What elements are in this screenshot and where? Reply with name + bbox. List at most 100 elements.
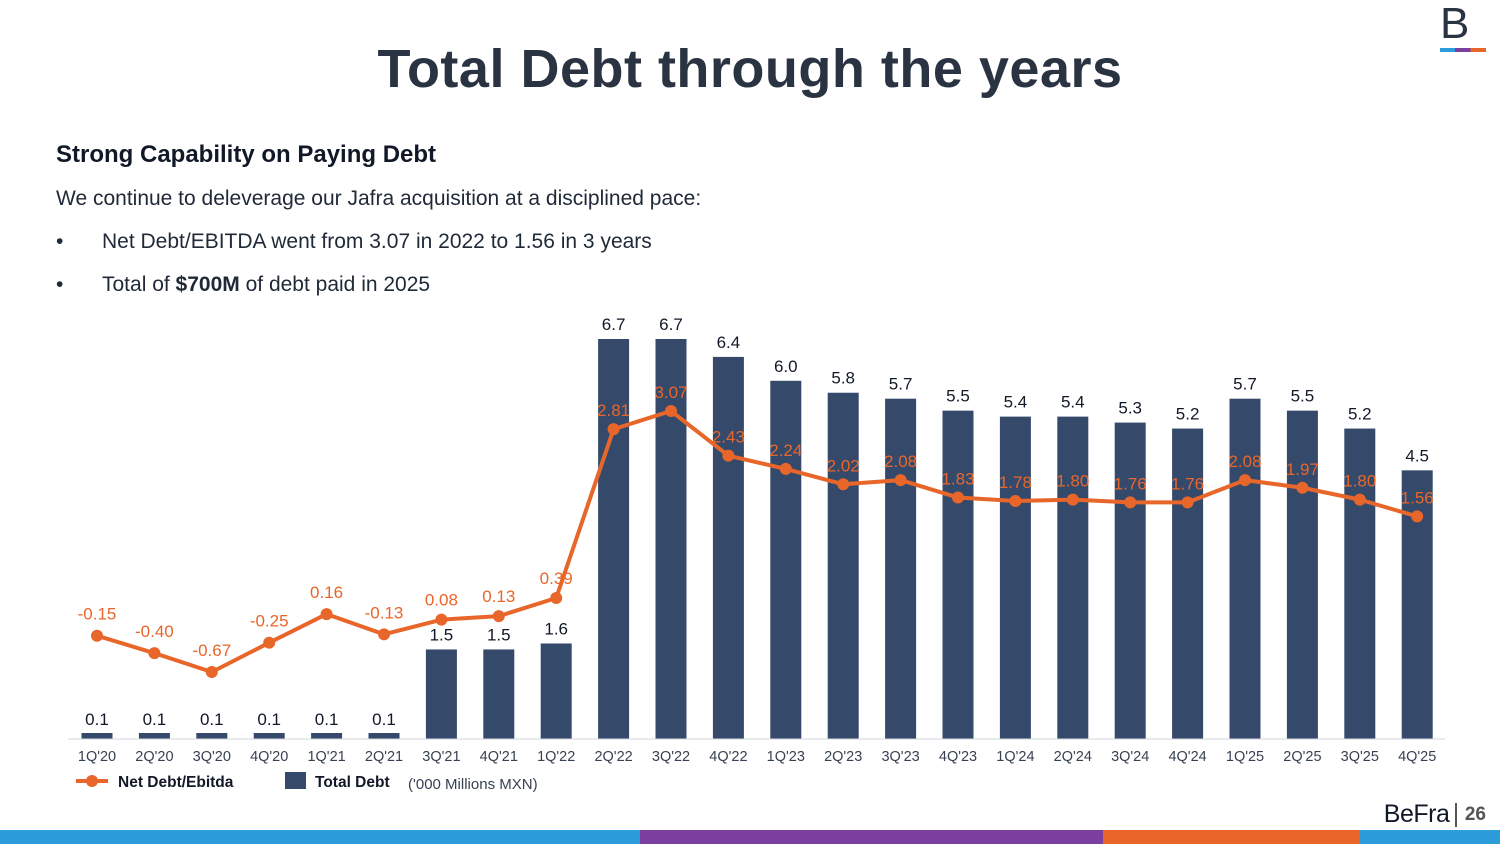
bottom-bar-orange xyxy=(1103,830,1360,844)
line-point xyxy=(91,629,103,642)
bar-total-debt xyxy=(540,643,572,739)
section-subtitle: Strong Capability on Paying Debt xyxy=(56,141,437,168)
bottom-bar-blue-end xyxy=(1360,830,1500,844)
bar-data-label: 1.5 xyxy=(487,625,511,644)
line-data-label: 0.39 xyxy=(540,569,573,588)
legend-label-net-debt: Net Debt/Ebitda xyxy=(118,774,234,791)
bar-total-debt xyxy=(770,380,802,739)
line-point xyxy=(492,610,505,623)
x-tick-label: 1Q'24 xyxy=(996,749,1034,765)
bar-total-debt xyxy=(425,649,457,739)
brand-logo: B xyxy=(1436,2,1492,54)
bar-data-label: 5.5 xyxy=(946,387,970,406)
logo-underline xyxy=(1440,48,1486,52)
x-tick-label: 1Q'25 xyxy=(1226,749,1264,765)
x-tick-label: 3Q'21 xyxy=(422,749,460,765)
bar-data-label: 0.1 xyxy=(315,710,339,729)
line-data-label: 2.02 xyxy=(827,456,860,475)
legend-bar-swatch xyxy=(285,772,306,789)
x-tick-label: 1Q'22 xyxy=(537,749,575,765)
line-point xyxy=(320,608,333,621)
line-point xyxy=(1181,496,1194,509)
line-point xyxy=(894,474,907,487)
bar-total-debt xyxy=(1229,398,1261,739)
x-tick-label: 1Q'21 xyxy=(307,749,345,765)
bar-data-label: 6.7 xyxy=(659,315,683,334)
bar-total-debt xyxy=(712,356,744,739)
bar-data-label: 5.4 xyxy=(1061,393,1085,412)
line-point xyxy=(378,628,390,641)
x-tick-label: 2Q'20 xyxy=(135,749,173,765)
line-point xyxy=(435,613,448,626)
line-point xyxy=(607,423,620,436)
bottom-color-bar xyxy=(0,830,1500,844)
x-tick-label: 2Q'24 xyxy=(1054,749,1092,765)
bar-data-label: 0.1 xyxy=(143,710,167,729)
bar-data-label: 6.7 xyxy=(602,315,626,334)
line-point xyxy=(952,491,964,504)
line-point xyxy=(263,636,276,649)
bullet-text-highlight: $700M xyxy=(175,273,240,296)
x-tick-label: 2Q'23 xyxy=(824,749,862,765)
bar-data-label: 5.3 xyxy=(1118,399,1142,418)
x-tick-label: 4Q'24 xyxy=(1168,749,1206,765)
bullet-text-pre: Total of xyxy=(102,273,176,296)
bullet-item: • Total of $700M of debt paid in 2025 xyxy=(56,273,652,316)
bar-data-label: 5.5 xyxy=(1291,387,1315,406)
bar-total-debt xyxy=(81,733,113,739)
page-title: Total Debt through the years xyxy=(377,39,1123,99)
bottom-bar-purple xyxy=(640,830,1103,844)
bar-data-label: 0.1 xyxy=(85,710,109,729)
line-data-label: 1.80 xyxy=(1343,472,1376,491)
line-point xyxy=(1353,493,1366,506)
intro-text: We continue to deleverage our Jafra acqu… xyxy=(56,187,702,210)
bar-data-label: 4.5 xyxy=(1405,446,1429,465)
line-data-label: 1.76 xyxy=(1171,474,1204,493)
line-point xyxy=(1066,493,1079,506)
bar-data-label: 5.7 xyxy=(1233,375,1257,394)
x-tick-label: 3Q'23 xyxy=(881,749,919,765)
bar-total-debt xyxy=(942,410,974,739)
line-point xyxy=(550,592,563,605)
line-data-label: 1.97 xyxy=(1286,460,1319,479)
bar-total-debt xyxy=(483,649,515,739)
line-point xyxy=(1239,474,1251,487)
footer: BeFra 26 xyxy=(1384,800,1486,829)
bar-total-debt xyxy=(598,339,630,739)
bar-data-label: 0.1 xyxy=(200,710,224,729)
bullet-item: • Net Debt/EBITDA went from 3.07 in 2022… xyxy=(56,230,652,273)
bar-data-label: 5.4 xyxy=(1004,393,1028,412)
x-tick-label: 3Q'24 xyxy=(1111,749,1149,765)
bar-data-label: 5.2 xyxy=(1348,405,1372,424)
line-point xyxy=(1296,481,1309,494)
bar-data-label: 0.1 xyxy=(257,710,281,729)
x-tick-label: 4Q'23 xyxy=(939,749,977,765)
bar-total-debt xyxy=(999,416,1031,739)
bar-total-debt xyxy=(368,733,400,739)
line-data-label: 2.08 xyxy=(884,452,917,471)
line-data-label: -0.13 xyxy=(365,603,404,622)
bar-total-debt xyxy=(1286,410,1318,739)
bar-total-debt xyxy=(885,398,917,739)
unit-note: ('000 Millions MXN) xyxy=(408,776,538,793)
line-data-label: -0.40 xyxy=(135,622,174,641)
bar-data-label: 0.1 xyxy=(372,710,396,729)
line-data-label: 1.83 xyxy=(941,470,974,489)
logo-letter: B xyxy=(1440,0,1470,48)
bar-total-debt xyxy=(1172,428,1204,739)
line-point xyxy=(1411,510,1424,523)
footer-brand: BeFra xyxy=(1383,800,1450,828)
x-tick-label: 3Q'22 xyxy=(652,749,690,765)
bottom-bar-blue xyxy=(0,830,640,844)
line-data-label: 1.56 xyxy=(1401,488,1434,507)
x-tick-label: 1Q'23 xyxy=(767,749,805,765)
line-data-label: 0.08 xyxy=(425,591,458,610)
bar-total-debt xyxy=(253,733,285,739)
line-point xyxy=(665,405,677,417)
bar-data-label: 1.6 xyxy=(544,619,568,638)
legend-label-total-debt: Total Debt xyxy=(315,774,390,791)
page-number: 26 xyxy=(1464,803,1486,825)
bar-data-label: 5.8 xyxy=(831,369,855,388)
line-data-label: -0.15 xyxy=(78,605,117,624)
bullet-text-post: of debt paid in 2025 xyxy=(239,273,431,296)
